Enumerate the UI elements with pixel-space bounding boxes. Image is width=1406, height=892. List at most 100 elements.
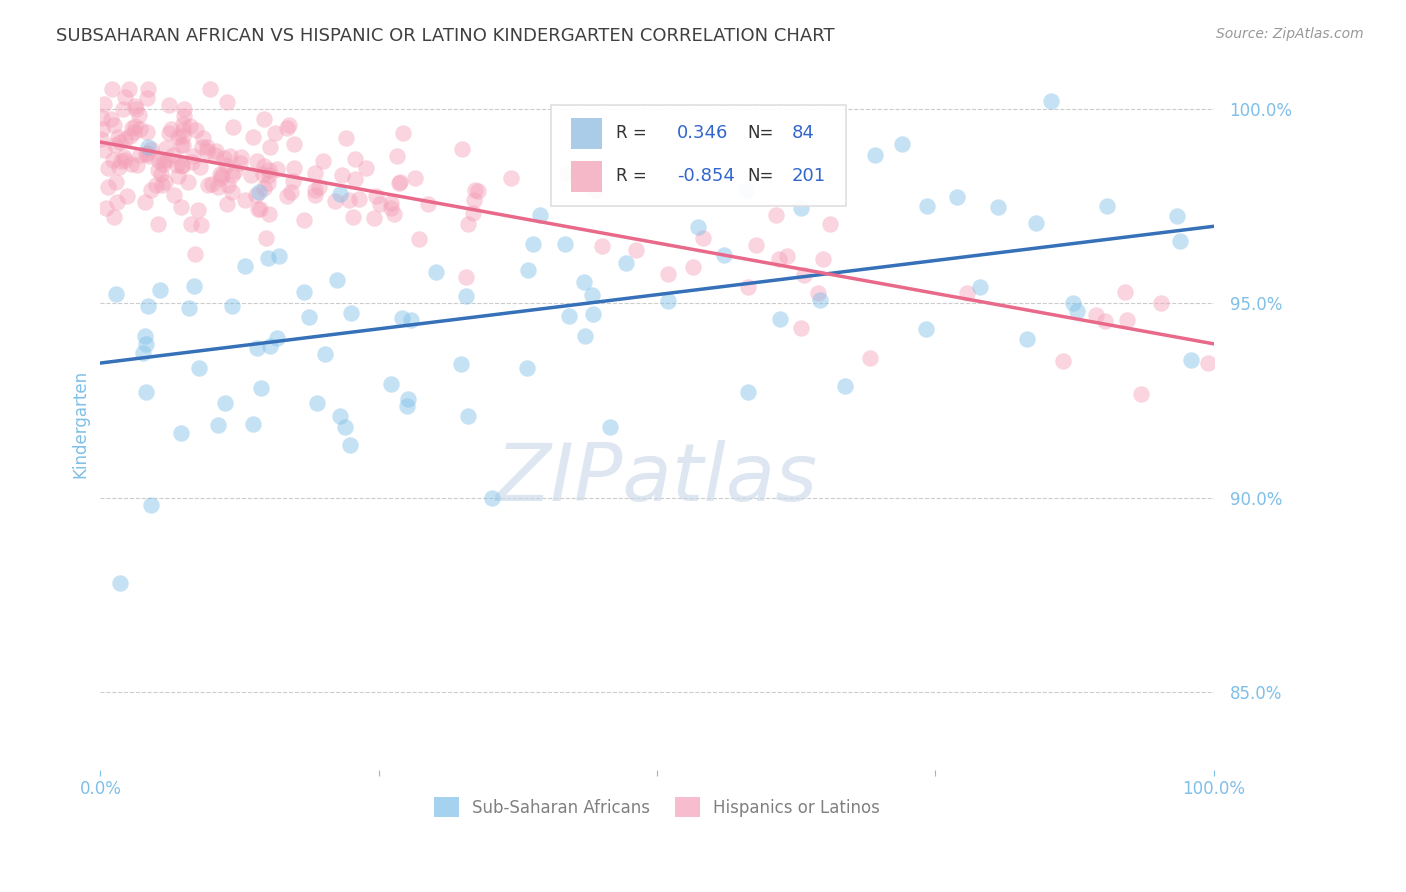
Point bbox=[380, 377, 402, 392]
Point bbox=[135, 146, 157, 161]
Point bbox=[416, 197, 439, 211]
Point bbox=[891, 136, 914, 151]
Point bbox=[382, 207, 405, 221]
Point bbox=[247, 202, 270, 216]
Point bbox=[221, 299, 243, 313]
Point bbox=[247, 186, 270, 200]
Point bbox=[463, 193, 485, 207]
Point bbox=[859, 351, 882, 366]
Point bbox=[152, 157, 174, 171]
Point bbox=[149, 167, 172, 181]
Point bbox=[107, 130, 129, 145]
Point bbox=[1039, 94, 1062, 108]
Point bbox=[218, 149, 240, 163]
Bar bbox=[571, 118, 602, 149]
Point bbox=[105, 194, 128, 209]
Point bbox=[118, 82, 141, 96]
Point bbox=[380, 201, 402, 215]
Point bbox=[252, 167, 274, 181]
Point bbox=[955, 286, 977, 301]
Point bbox=[112, 102, 135, 116]
Point bbox=[776, 249, 799, 263]
Point bbox=[217, 178, 239, 192]
Point bbox=[122, 125, 145, 139]
Point bbox=[231, 150, 253, 164]
Point bbox=[114, 153, 136, 168]
Point bbox=[333, 420, 356, 434]
Point bbox=[205, 144, 228, 158]
Point bbox=[501, 170, 523, 185]
Point bbox=[408, 232, 430, 246]
Point bbox=[190, 219, 212, 233]
Point bbox=[153, 176, 176, 190]
Point bbox=[104, 137, 127, 152]
Point bbox=[191, 140, 214, 154]
Point bbox=[215, 95, 238, 109]
Point bbox=[450, 357, 472, 371]
Point bbox=[136, 82, 159, 96]
Point bbox=[264, 126, 287, 140]
Point bbox=[172, 137, 194, 152]
Point bbox=[149, 283, 172, 297]
Point bbox=[245, 187, 267, 202]
Point bbox=[304, 166, 326, 180]
Point bbox=[280, 185, 302, 199]
Point bbox=[312, 154, 335, 169]
Point bbox=[734, 183, 756, 197]
Point bbox=[254, 230, 277, 244]
Point bbox=[135, 337, 157, 351]
Point bbox=[259, 339, 281, 353]
Point bbox=[467, 184, 489, 198]
Point bbox=[516, 360, 538, 375]
Point bbox=[1094, 314, 1116, 328]
Point bbox=[136, 90, 159, 104]
Point bbox=[121, 120, 143, 135]
Point bbox=[156, 153, 179, 168]
Point bbox=[347, 192, 370, 206]
Point bbox=[139, 183, 162, 197]
Point bbox=[391, 310, 413, 325]
Point bbox=[481, 491, 503, 505]
Point bbox=[242, 417, 264, 432]
Point bbox=[1197, 356, 1219, 370]
Point bbox=[139, 498, 162, 512]
Point bbox=[276, 189, 298, 203]
Point bbox=[425, 265, 447, 279]
Point bbox=[217, 197, 239, 211]
Point bbox=[162, 148, 184, 162]
Point bbox=[1166, 209, 1188, 223]
Point bbox=[172, 129, 194, 144]
Point bbox=[93, 97, 115, 112]
Point bbox=[181, 154, 204, 169]
Point bbox=[110, 135, 132, 149]
Point bbox=[363, 211, 385, 226]
Point bbox=[399, 313, 422, 327]
Y-axis label: Kindergarten: Kindergarten bbox=[72, 369, 89, 478]
Point bbox=[259, 162, 281, 177]
Point bbox=[163, 188, 186, 202]
Point bbox=[204, 147, 226, 161]
Point bbox=[97, 161, 120, 175]
Point bbox=[173, 102, 195, 116]
Point bbox=[865, 148, 887, 162]
Point bbox=[392, 126, 415, 140]
Point bbox=[120, 157, 142, 171]
Point bbox=[713, 248, 735, 262]
Point bbox=[388, 176, 411, 190]
Point bbox=[793, 268, 815, 282]
Point bbox=[266, 162, 288, 177]
Point bbox=[103, 211, 125, 225]
Text: SUBSAHARAN AFRICAN VS HISPANIC OR LATINO KINDERGARTEN CORRELATION CHART: SUBSAHARAN AFRICAN VS HISPANIC OR LATINO… bbox=[56, 27, 835, 45]
Point bbox=[1084, 308, 1107, 322]
Point bbox=[574, 328, 596, 343]
Text: N=: N= bbox=[747, 167, 773, 186]
Text: Source: ZipAtlas.com: Source: ZipAtlas.com bbox=[1216, 27, 1364, 41]
Point bbox=[240, 169, 263, 183]
Text: R =: R = bbox=[616, 124, 647, 142]
Point bbox=[170, 200, 193, 214]
Point bbox=[283, 161, 305, 175]
Point bbox=[118, 128, 141, 143]
Point bbox=[404, 171, 426, 186]
Point bbox=[558, 309, 581, 323]
Point bbox=[139, 142, 162, 156]
